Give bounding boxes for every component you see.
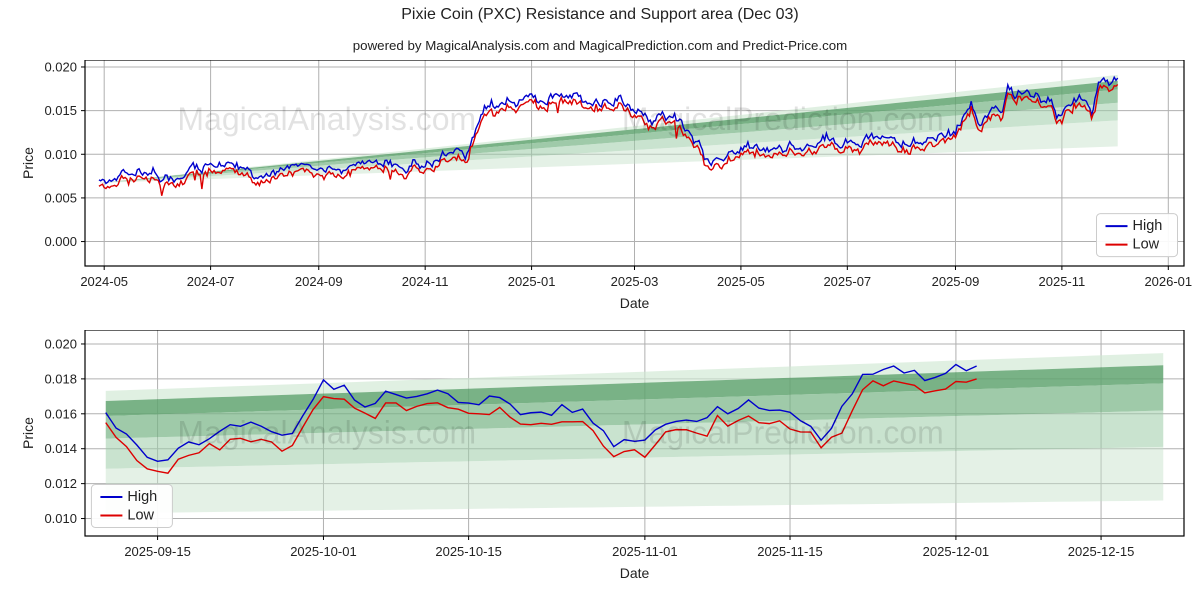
- svg-text:MagicalPrediction.com: MagicalPrediction.com: [622, 101, 944, 137]
- svg-text:MagicalAnalysis.com: MagicalAnalysis.com: [177, 101, 476, 137]
- svg-text:2025-10-01: 2025-10-01: [290, 544, 357, 559]
- svg-text:2024-11: 2024-11: [402, 274, 449, 289]
- svg-text:0.014: 0.014: [44, 441, 77, 456]
- svg-text:0.020: 0.020: [44, 336, 77, 351]
- svg-text:0.016: 0.016: [44, 406, 77, 421]
- svg-text:Low: Low: [127, 508, 154, 524]
- svg-text:2025-01: 2025-01: [508, 274, 556, 289]
- svg-text:2024-09: 2024-09: [295, 274, 343, 289]
- svg-text:0.015: 0.015: [44, 103, 77, 118]
- svg-text:2026-01: 2026-01: [1144, 274, 1192, 289]
- svg-text:2025-09: 2025-09: [932, 274, 980, 289]
- svg-text:Date: Date: [620, 295, 650, 311]
- svg-text:2025-11: 2025-11: [1039, 274, 1086, 289]
- svg-text:Price: Price: [20, 147, 36, 179]
- svg-text:2025-07: 2025-07: [823, 274, 871, 289]
- svg-text:High: High: [1133, 218, 1163, 234]
- svg-text:MagicalAnalysis.com: MagicalAnalysis.com: [177, 414, 476, 450]
- svg-text:Price: Price: [20, 417, 36, 449]
- svg-text:2024-05: 2024-05: [80, 274, 128, 289]
- svg-text:2025-10-15: 2025-10-15: [435, 544, 502, 559]
- svg-text:0.010: 0.010: [44, 511, 77, 526]
- svg-text:0.010: 0.010: [44, 147, 77, 162]
- svg-text:High: High: [127, 489, 157, 505]
- svg-text:2025-09-15: 2025-09-15: [124, 544, 191, 559]
- svg-text:MagicalPrediction.com: MagicalPrediction.com: [622, 414, 944, 450]
- svg-text:0.020: 0.020: [44, 60, 77, 74]
- svg-text:2025-03: 2025-03: [611, 274, 659, 289]
- svg-text:2025-05: 2025-05: [717, 274, 765, 289]
- svg-text:2025-11-01: 2025-11-01: [612, 544, 678, 559]
- svg-text:2024-07: 2024-07: [187, 274, 235, 289]
- svg-text:0.000: 0.000: [44, 234, 77, 249]
- svg-text:2025-12-15: 2025-12-15: [1068, 544, 1135, 559]
- svg-text:0.018: 0.018: [44, 371, 77, 386]
- svg-text:0.005: 0.005: [44, 190, 77, 205]
- svg-text:Date: Date: [620, 565, 650, 581]
- svg-text:Low: Low: [1133, 237, 1160, 253]
- svg-text:2025-12-01: 2025-12-01: [923, 544, 990, 559]
- svg-text:0.012: 0.012: [44, 476, 77, 491]
- svg-text:2025-11-15: 2025-11-15: [757, 544, 823, 559]
